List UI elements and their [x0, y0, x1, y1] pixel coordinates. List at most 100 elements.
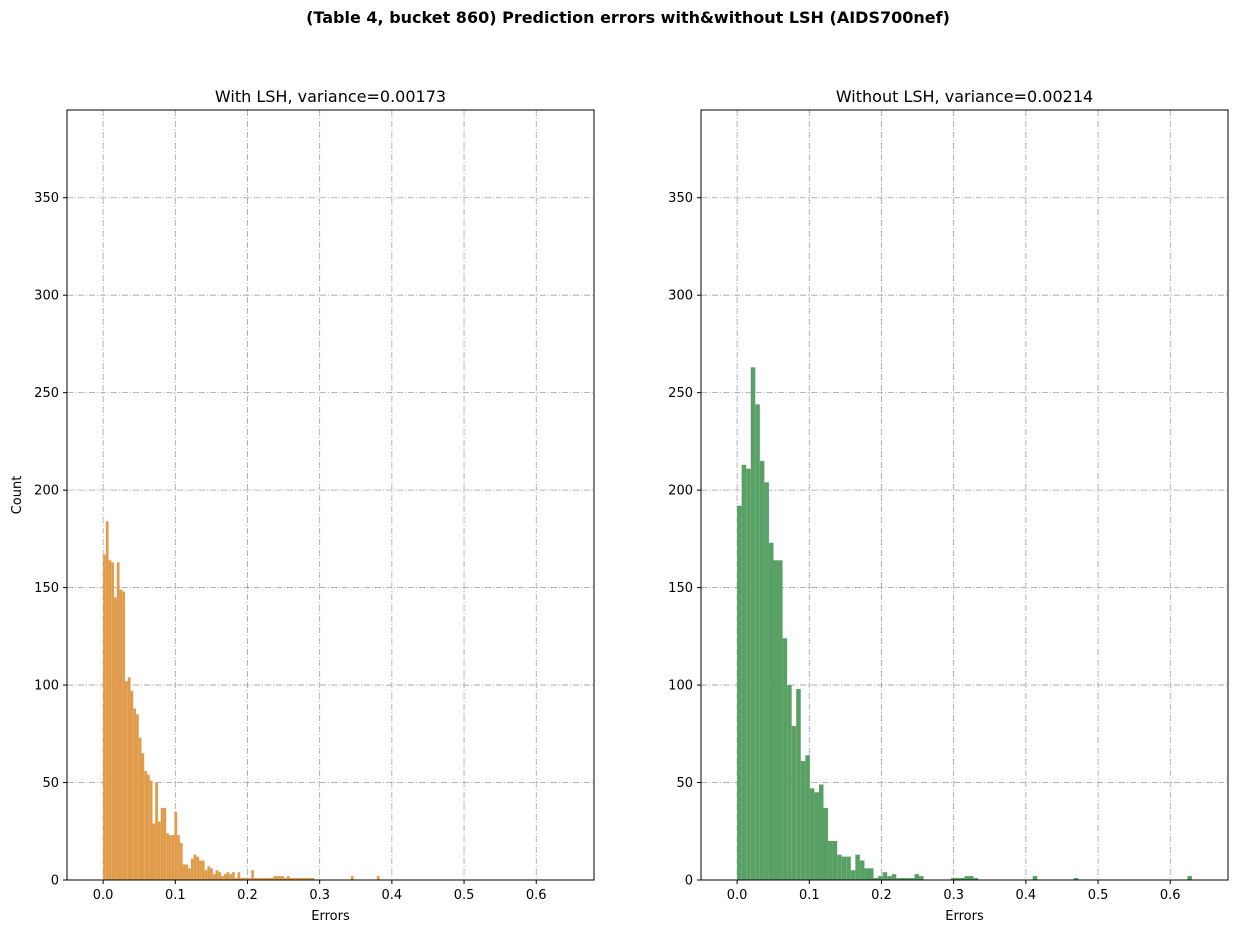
- left-histogram-bar: [174, 811, 178, 880]
- left-histogram-bar: [253, 878, 257, 880]
- left-histogram-bar: [286, 876, 290, 880]
- left-histogram-bar: [284, 878, 287, 880]
- left-histogram-bar: [212, 874, 216, 880]
- left-x-axis-label: Errors: [311, 909, 350, 924]
- left-histogram-bar: [311, 878, 315, 880]
- right-histogram-bar: [796, 688, 801, 880]
- left-axes-frame: [66, 109, 595, 881]
- left-histogram-bar: [350, 876, 354, 880]
- right-histogram-bar: [878, 876, 883, 880]
- left-histogram-bar: [122, 591, 126, 880]
- right-histogram-bar: [887, 876, 892, 880]
- right-histogram-panel: 0.0 0.1 0.2 0.3 0.4 0.5 0.6 0 50 100 150 200 250 300 3…: [668, 87, 1229, 924]
- right-y-tick-label: 300: [668, 289, 693, 304]
- right-histogram-bar: [1187, 876, 1192, 880]
- left-histogram-bar: [163, 807, 167, 880]
- right-y-tick-label: 50: [676, 776, 693, 791]
- right-histogram-bar: [1032, 876, 1038, 880]
- right-y-tick-label: 100: [668, 679, 693, 694]
- left-histogram-bar: [152, 823, 156, 880]
- left-y-tick-label: 250: [34, 386, 59, 401]
- left-y-tick-label: 300: [34, 289, 59, 304]
- right-x-tick-label: 0.5: [1088, 888, 1109, 903]
- left-x-tick-label: 0.2: [237, 888, 258, 903]
- right-histogram-bar: [778, 560, 783, 880]
- left-histogram-bar: [182, 864, 186, 880]
- right-histogram-bar: [855, 854, 860, 880]
- left-histogram-bar: [108, 560, 112, 880]
- left-x-tick-label: 0.6: [526, 888, 547, 903]
- left-histogram-bar: [111, 562, 115, 880]
- right-histogram-bar: [914, 874, 920, 880]
- left-histogram-bar: [138, 737, 142, 880]
- right-x-tick-label: 0.4: [1016, 888, 1037, 903]
- right-histogram-bar: [791, 726, 797, 880]
- left-histogram-bar: [146, 774, 150, 880]
- left-histogram-bar: [125, 681, 128, 880]
- left-y-tick-label: 350: [34, 191, 59, 206]
- right-histogram-bar: [973, 878, 979, 880]
- right-histogram-bar: [959, 878, 965, 880]
- right-histogram-bar: [800, 761, 806, 880]
- left-histogram-bar: [210, 868, 213, 880]
- right-y-tick-label: 350: [668, 191, 693, 206]
- left-histogram-bar: [289, 878, 293, 880]
- left-histogram-bar: [262, 878, 265, 880]
- figure-suptitle: (Table 4, bucket 860) Prediction errors …: [306, 8, 950, 27]
- right-histogram-bar: [950, 878, 956, 880]
- left-histogram-bar: [259, 878, 263, 880]
- left-histogram-bar: [275, 876, 279, 880]
- left-histogram-bar: [149, 780, 153, 880]
- right-histogram-bar: [864, 868, 869, 880]
- right-histogram-bar: [964, 876, 970, 880]
- right-histogram-bar: [919, 876, 924, 880]
- left-histogram-bar: [177, 835, 180, 880]
- left-histogram-bar: [308, 878, 312, 880]
- right-histogram-bar: [805, 755, 810, 880]
- left-histogram-bar: [116, 562, 120, 880]
- left-histogram-bar: [207, 866, 211, 880]
- left-histogram-bar: [245, 878, 249, 880]
- left-histogram-bar: [190, 858, 194, 880]
- left-histogram-bar: [105, 521, 109, 880]
- right-histogram-bar: [859, 860, 865, 880]
- right-y-tick-label: 200: [668, 484, 693, 499]
- right-histogram-bar: [737, 505, 742, 880]
- left-histogram-bar: [229, 874, 233, 880]
- left-histogram-bar: [155, 782, 158, 880]
- left-histogram-bar: [133, 708, 137, 880]
- right-histogram-bar: [850, 870, 856, 880]
- right-histogram-bar: [832, 841, 838, 880]
- left-histogram-bar: [273, 876, 276, 880]
- right-x-tick-label: 0.1: [799, 888, 820, 903]
- left-histogram-bar: [166, 833, 169, 880]
- left-histogram-panel: 0.0 0.1 0.2 0.3 0.4 0.5 0.6 0 50 100 150 200 250 300 3…: [10, 87, 595, 924]
- right-histogram-bar: [787, 685, 792, 880]
- right-histogram-bar: [905, 878, 910, 880]
- right-histogram-bar: [837, 854, 842, 880]
- right-axes-frame: [700, 109, 1229, 881]
- left-histogram-bar: [237, 872, 241, 880]
- right-histogram-bar: [1073, 878, 1079, 880]
- left-histogram-bar: [232, 872, 235, 880]
- left-histogram-bar: [199, 860, 202, 880]
- right-histogram-bar: [741, 464, 747, 880]
- left-histogram-bar: [278, 876, 282, 880]
- left-histogram-bar: [292, 878, 296, 880]
- left-histogram-bar: [221, 876, 224, 880]
- left-histogram-bar: [196, 856, 200, 880]
- right-y-tick-label: 0: [685, 874, 693, 889]
- left-y-tick-label: 200: [34, 484, 59, 499]
- left-histogram-bar: [130, 690, 134, 880]
- left-histogram-bar: [281, 876, 285, 880]
- left-histogram-bar: [300, 878, 304, 880]
- left-histogram-bar: [171, 835, 175, 880]
- left-histogram-bar: [215, 870, 219, 880]
- left-histogram-bar: [136, 714, 139, 880]
- left-histogram-bar: [303, 878, 307, 880]
- right-axes-title: Without LSH, variance=0.00214: [836, 87, 1093, 106]
- right-histogram-bar: [955, 878, 960, 880]
- left-histogram-bar: [223, 874, 227, 880]
